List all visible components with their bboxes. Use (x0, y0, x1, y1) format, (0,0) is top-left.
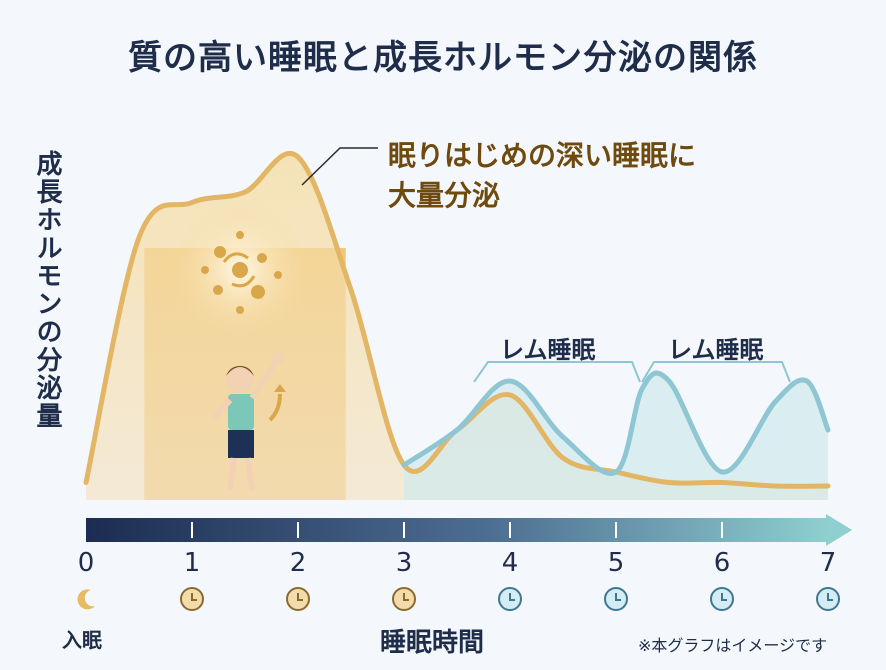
hormone-glow-icon (170, 200, 310, 340)
callout-line-1: 眠りはじめの深い睡眠に (388, 139, 697, 172)
series-2-line (401, 370, 831, 476)
callout-text: 眠りはじめの深い睡眠に 大量分泌 (388, 136, 696, 216)
clock-icon (709, 586, 735, 612)
x-tick-label: 0 (77, 548, 95, 578)
rem-label-1: レム睡眠 (500, 336, 596, 364)
clock-icon (497, 586, 523, 612)
moon-icon (73, 586, 99, 612)
x-tick-label: 3 (395, 548, 413, 578)
x-tick-label: 1 (183, 548, 201, 578)
x-tick-label: 4 (501, 548, 519, 578)
clock-icon (391, 586, 417, 612)
chart-title: 質の高い睡眠と成長ホルモン分泌の関係 (128, 38, 758, 78)
rem-label-2: レム睡眠 (668, 336, 764, 364)
series-2-area (404, 373, 828, 500)
clock-icon (815, 586, 841, 612)
curve-lines (83, 151, 831, 489)
rem-bracket-1 (473, 361, 641, 383)
x-axis-label: 睡眠時間 (380, 628, 485, 658)
x-tick-label: 5 (607, 548, 625, 578)
clock-icon (603, 586, 629, 612)
clock-icon (179, 586, 205, 612)
time-axis-ticks (191, 522, 723, 538)
sleep-onset-label: 入眠 (62, 628, 102, 652)
callout-leader-line (301, 147, 378, 186)
clock-icon (285, 586, 311, 612)
x-tick-label: 6 (713, 548, 731, 578)
callout-line-2: 大量分泌 (388, 179, 501, 212)
x-tick-label: 2 (289, 548, 307, 578)
y-axis-label: 成長ホルモンの分泌量 (32, 150, 62, 430)
disclaimer-note: ※本グラフはイメージです (638, 636, 828, 655)
child-growing-icon (211, 352, 286, 491)
x-tick-label: 7 (819, 548, 837, 578)
time-axis-bar (86, 514, 852, 546)
series-1-line (83, 151, 831, 489)
rem-bracket-2 (641, 361, 791, 383)
